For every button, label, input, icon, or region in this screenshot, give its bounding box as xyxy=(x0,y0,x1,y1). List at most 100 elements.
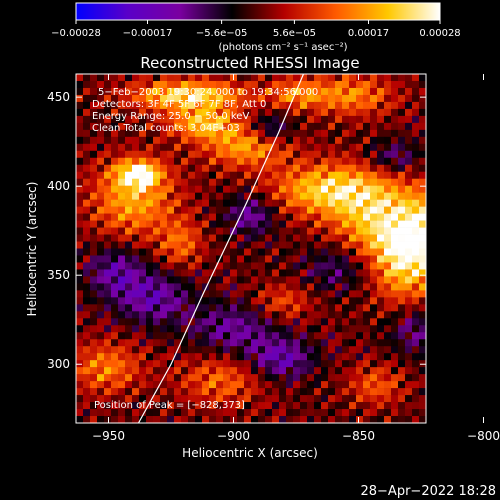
heatmap-cell xyxy=(237,122,245,131)
heatmap-cell xyxy=(349,74,357,82)
heatmap-cell xyxy=(265,136,273,145)
heatmap-cell xyxy=(90,206,98,214)
heatmap-cell xyxy=(111,80,119,89)
heatmap-cell xyxy=(335,297,343,305)
heatmap-cell xyxy=(216,276,224,284)
heatmap-cell xyxy=(244,318,252,326)
heatmap-cell xyxy=(111,87,119,96)
heatmap-cell xyxy=(398,136,406,145)
heatmap-cell xyxy=(181,255,189,263)
heatmap-cell xyxy=(209,94,217,103)
heatmap-cell xyxy=(419,157,427,166)
heatmap-cell xyxy=(342,332,350,340)
heatmap-cell xyxy=(167,108,175,117)
heatmap-cell xyxy=(286,185,294,193)
heatmap-cell xyxy=(370,206,378,214)
heatmap-cell xyxy=(300,80,308,89)
heatmap-cell xyxy=(412,332,420,340)
heatmap-cell xyxy=(111,199,119,207)
heatmap-cell xyxy=(293,395,301,403)
heatmap-cell xyxy=(251,346,259,354)
heatmap-cell xyxy=(405,283,413,291)
heatmap-cell xyxy=(83,416,91,424)
heatmap-cell xyxy=(293,129,301,138)
heatmap-cell xyxy=(370,87,378,96)
heatmap-cell xyxy=(223,318,231,326)
heatmap-cell xyxy=(111,311,119,319)
heatmap-cell xyxy=(153,262,161,270)
heatmap-cell xyxy=(153,276,161,284)
heatmap-cell xyxy=(223,108,231,117)
heatmap-cell xyxy=(111,248,119,256)
heatmap-cell xyxy=(118,360,126,368)
heatmap-cell xyxy=(188,304,196,312)
heatmap-cell xyxy=(139,248,147,256)
heatmap-cell xyxy=(272,234,280,242)
heatmap-cell xyxy=(321,409,329,417)
heatmap-cell xyxy=(244,332,252,340)
heatmap-cell xyxy=(167,87,175,96)
heatmap-cell xyxy=(139,297,147,305)
heatmap-cell xyxy=(286,94,294,103)
heatmap-cell xyxy=(223,367,231,375)
heatmap-cell xyxy=(76,255,84,263)
heatmap-cell xyxy=(76,122,84,131)
heatmap-cell xyxy=(307,374,315,382)
heatmap-cell xyxy=(328,353,336,361)
heatmap-cell xyxy=(286,346,294,354)
heatmap-cell xyxy=(181,416,189,424)
heatmap-cell xyxy=(363,178,371,186)
heatmap-cell xyxy=(146,136,154,145)
heatmap-cell xyxy=(125,136,133,145)
colorbar-unit-label: (photons cm⁻² s⁻¹ asec⁻²) xyxy=(218,42,347,53)
heatmap-cell xyxy=(244,185,252,193)
heatmap-cell xyxy=(356,353,364,361)
heatmap-cell xyxy=(363,101,371,110)
heatmap-cell xyxy=(237,290,245,298)
heatmap-cell xyxy=(83,164,91,173)
heatmap-cell xyxy=(419,171,427,179)
heatmap-cell xyxy=(202,381,210,389)
heatmap-cell xyxy=(349,185,357,193)
heatmap-cell xyxy=(132,185,140,193)
heatmap-cell xyxy=(76,395,84,403)
heatmap-cell xyxy=(384,122,392,131)
heatmap-cell xyxy=(342,395,350,403)
heatmap-cell xyxy=(412,353,420,361)
heatmap-cell xyxy=(125,220,133,228)
heatmap-cell xyxy=(160,290,168,298)
heatmap-cell xyxy=(188,213,196,221)
x-axis-label: Heliocentric X (arcsec) xyxy=(182,446,318,460)
heatmap-cell xyxy=(398,101,406,110)
heatmap-cell xyxy=(251,262,259,270)
heatmap-cell xyxy=(286,381,294,389)
heatmap-cell xyxy=(230,206,238,214)
heatmap-cell xyxy=(363,213,371,221)
heatmap-cell xyxy=(90,136,98,145)
heatmap-cell xyxy=(412,325,420,333)
colorbar-tick-label: 5.6e−05 xyxy=(273,28,316,39)
heatmap-cell xyxy=(342,171,350,179)
heatmap-cell xyxy=(202,115,210,124)
heatmap-cell xyxy=(419,115,427,124)
heatmap-cell xyxy=(244,206,252,214)
heatmap-cell xyxy=(202,220,210,228)
heatmap-cell xyxy=(272,325,280,333)
heatmap-cell xyxy=(412,185,420,193)
heatmap-cell xyxy=(167,269,175,277)
heatmap-cell xyxy=(160,360,168,368)
heatmap-cell xyxy=(321,367,329,375)
heatmap-cell xyxy=(174,311,182,319)
heatmap-cell xyxy=(398,290,406,298)
heatmap-cell xyxy=(90,416,98,424)
heatmap-cell xyxy=(223,150,231,159)
heatmap-cell xyxy=(265,409,273,417)
heatmap-cell xyxy=(216,297,224,305)
heatmap-cell xyxy=(209,213,217,221)
heatmap-cell xyxy=(300,262,308,270)
heatmap-cell xyxy=(76,178,84,186)
heatmap-cell xyxy=(146,374,154,382)
heatmap-cell xyxy=(293,241,301,249)
heatmap-cell xyxy=(349,87,357,96)
heatmap-cell xyxy=(419,346,427,354)
